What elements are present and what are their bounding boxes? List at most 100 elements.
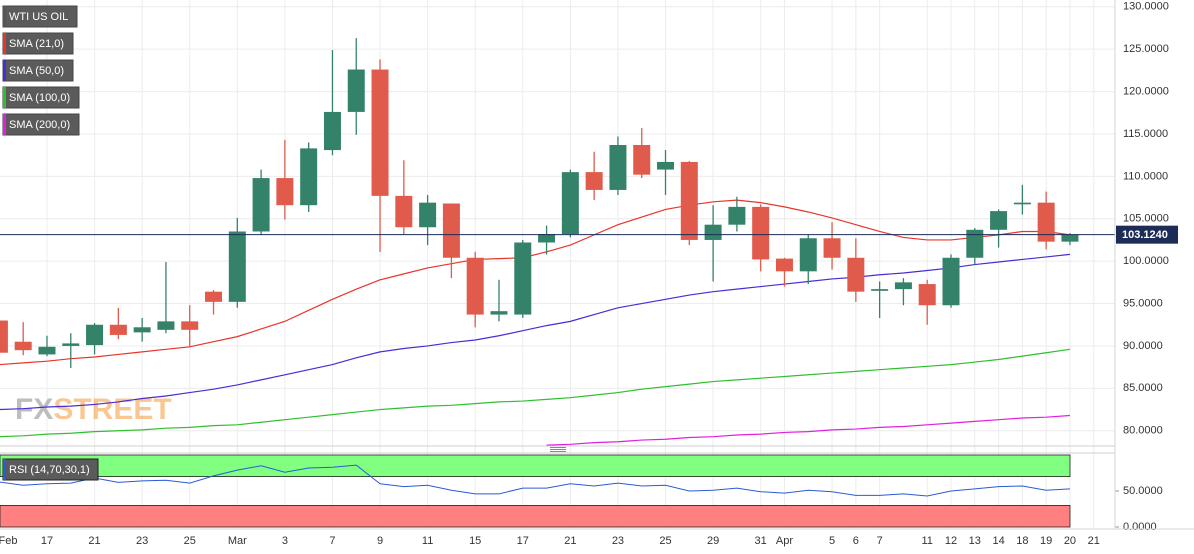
candle-body — [0, 320, 8, 353]
x-tick-label: Apr — [776, 535, 793, 547]
rsi-line — [0, 464, 1070, 497]
y-tick-label: 110.0000 — [1123, 170, 1168, 182]
candle-body — [728, 206, 746, 225]
candle-body — [799, 238, 817, 272]
y-tick-label: 125.0000 — [1123, 43, 1169, 55]
candle-body — [395, 195, 413, 228]
y-tick-label: 105.0000 — [1123, 213, 1169, 225]
candle-body — [276, 178, 294, 206]
candle-body — [347, 69, 365, 112]
x-tick-label: 13 — [969, 535, 981, 547]
rsi-panel — [0, 454, 1071, 528]
price-panel — [0, 38, 1115, 446]
candle-body — [609, 144, 627, 190]
candle-body — [538, 234, 556, 243]
candle-body — [752, 206, 770, 260]
candle-body — [490, 311, 508, 315]
candle-body — [942, 257, 960, 306]
x-tick-label: 11 — [422, 535, 433, 547]
candle-body — [823, 238, 841, 258]
last-price-label: 103.1240 — [1122, 229, 1168, 241]
legend-swatch — [3, 6, 6, 27]
candle-body — [990, 211, 1008, 230]
y-tick-label: 130.0000 — [1123, 1, 1169, 13]
x-tick-label: Mar — [228, 535, 247, 547]
watermark: FXSTREET — [15, 393, 172, 426]
sma-line — [0, 348, 1071, 438]
legend-label: SMA (200,0) — [9, 119, 70, 131]
candle-body — [847, 257, 865, 292]
legend-label: SMA (100,0) — [9, 92, 70, 104]
candle-body — [14, 341, 32, 351]
candle-body — [300, 148, 318, 206]
x-tick-label: 21 — [564, 535, 576, 547]
candle-body — [1037, 202, 1055, 242]
rsi-band — [0, 504, 1071, 528]
legend-swatch — [3, 114, 6, 135]
y-tick-label: 85.0000 — [1123, 382, 1163, 394]
watermark-suffix: STREET — [53, 393, 171, 426]
legend-label: SMA (50,0) — [9, 65, 64, 77]
y-tick-label: 80.0000 — [1123, 425, 1163, 437]
y-tick-label: 115.0000 — [1123, 128, 1168, 140]
candle-body — [323, 111, 341, 151]
candle-body — [38, 346, 56, 355]
candle-body — [775, 258, 793, 272]
x-tick-label: 17 — [41, 535, 53, 547]
y-tick-label: 0.0000 — [1123, 521, 1157, 533]
candle-body — [894, 282, 912, 290]
sma-line — [0, 253, 1071, 411]
candle-body — [205, 291, 223, 302]
legend-swatch — [3, 33, 6, 54]
candle-body — [1013, 202, 1031, 205]
candle-body — [514, 242, 532, 315]
candle-body — [561, 172, 579, 235]
x-tick-label: 23 — [612, 535, 624, 547]
x-tick-label: 11 — [921, 535, 932, 547]
sma-line — [546, 414, 1070, 446]
x-tick-label: 17 — [517, 535, 529, 547]
legend-label: WTI US OIL — [9, 11, 68, 23]
candle-body — [181, 321, 199, 330]
x-tick-label: 7 — [329, 535, 335, 547]
candle-body — [252, 178, 270, 232]
y-tick-label: 95.0000 — [1123, 297, 1163, 309]
x-tick-label: 20 — [1064, 535, 1076, 547]
x-tick-label: 5 — [829, 535, 835, 547]
candle-body — [62, 343, 80, 346]
x-tick-label: 29 — [707, 535, 719, 547]
x-tick-label: 25 — [184, 535, 196, 547]
candle-body — [918, 284, 936, 306]
legend-label: RSI (14,70,30,1) — [9, 464, 90, 476]
candle-body — [1061, 234, 1079, 242]
candle-body — [109, 324, 127, 335]
x-tick-label: Feb — [0, 535, 17, 547]
candle-body — [86, 324, 104, 346]
candle-body — [466, 257, 484, 315]
candle-body — [633, 144, 651, 175]
candle-body — [371, 69, 389, 196]
candle-body — [704, 224, 722, 240]
y-tick-label: 100.0000 — [1123, 255, 1169, 267]
legend-swatch — [3, 459, 6, 480]
x-tick-label: 23 — [136, 535, 148, 547]
x-tick-label: 21 — [1088, 535, 1100, 547]
x-tick-label: 12 — [945, 535, 957, 547]
y-tick-label: 120.0000 — [1123, 85, 1169, 97]
legend-label: SMA (21,0) — [9, 38, 64, 50]
x-tick-label: 21 — [88, 535, 100, 547]
x-tick-label: 14 — [992, 535, 1004, 547]
watermark-prefix: FX — [15, 393, 53, 426]
candle-body — [680, 161, 698, 240]
candle-body — [419, 202, 437, 228]
x-tick-label: 7 — [877, 535, 883, 547]
candle-body — [157, 321, 175, 330]
legend-layer: WTI US OIL SMA (21,0) SMA (50,0) SMA (100,0… — [2, 5, 99, 481]
x-tick-label: 3 — [282, 535, 288, 547]
axis-layer: Feb 17 21 23 25 Mar 3 7 9 11 15 17 21 23 25 29 31 Apr 5 6 7 1… — [0, 1, 1178, 547]
y-tick-label: 90.0000 — [1123, 340, 1163, 352]
candle-body — [871, 289, 889, 291]
y-tick-label: 50.0000 — [1123, 485, 1163, 497]
candle-body — [442, 203, 460, 258]
